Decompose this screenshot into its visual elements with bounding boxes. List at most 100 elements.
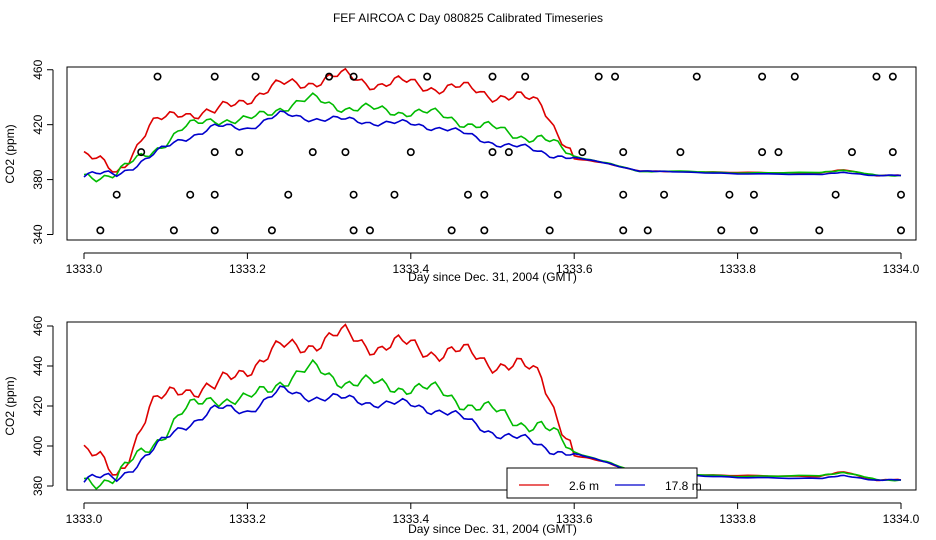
series-line-2 <box>83 385 902 483</box>
y-axis-label: CO2 (ppm) <box>3 124 17 183</box>
series-line-1 <box>83 92 902 183</box>
scatter-point <box>463 190 472 199</box>
scatter-point <box>349 190 358 199</box>
figure-title: FEF AIRCOA C Day 080825 Calibrated Times… <box>333 11 603 25</box>
y-tick-label: 460 <box>31 316 45 336</box>
top-panel: 1333.0 1333.2 1333.4 1333.6 1333.8 1334.0 Day … <box>3 59 920 284</box>
scatter-point <box>488 72 497 81</box>
scatter-point <box>749 226 758 235</box>
y-tick-label: 380 <box>31 169 45 189</box>
scatter-point <box>96 226 105 235</box>
scatter-point <box>660 190 669 199</box>
x-tick-label: 1334.0 <box>883 262 920 276</box>
scatter-point <box>717 226 726 235</box>
y-tick-label: 400 <box>31 436 45 456</box>
scatter-point <box>365 226 374 235</box>
scatter-point <box>112 190 121 199</box>
scatter-point <box>896 226 905 235</box>
scatter-point <box>137 148 146 157</box>
x-tick-label: 1333.8 <box>719 262 756 276</box>
scatter-point <box>504 148 513 157</box>
scatter-point <box>521 72 530 81</box>
plot-frame <box>66 321 917 491</box>
scatter-point <box>692 72 701 81</box>
scatter-point <box>676 148 685 157</box>
x-tick-label: 1333.2 <box>229 262 266 276</box>
scatter-point <box>847 148 856 157</box>
series-line-0 <box>83 323 902 482</box>
scatter-point <box>749 190 758 199</box>
scatter-point <box>169 226 178 235</box>
scatter-point <box>210 190 219 199</box>
scatter-point <box>758 72 767 81</box>
scatter-point <box>447 226 456 235</box>
scatter-point <box>423 72 432 81</box>
scatter-point <box>758 148 767 157</box>
y-tick-label: 420 <box>31 114 45 134</box>
scatter-point <box>619 190 628 199</box>
scatter-point <box>611 72 620 81</box>
bottom-panel: 1333.0 1333.2 1333.4 1333.6 1333.8 1334.0 Day … <box>3 316 920 536</box>
plot-frame <box>66 66 917 241</box>
series-line-2 <box>83 110 902 178</box>
scatter-point <box>545 226 554 235</box>
series-line-1 <box>83 358 902 490</box>
scatter-point <box>774 148 783 157</box>
x-tick-label: 1333.4 <box>392 512 429 526</box>
scatter-point <box>872 72 881 81</box>
legend-label: 17.8 m <box>665 479 702 493</box>
x-axis-label: Day since Dec. 31, 2004 (GMT) <box>408 270 577 284</box>
scatter-point <box>488 148 497 157</box>
scatter-point <box>325 72 334 81</box>
scatter-point <box>578 148 587 157</box>
scatter-point <box>210 226 219 235</box>
scatter-point <box>341 148 350 157</box>
legend-label: 2.6 m <box>569 479 599 493</box>
legend-box <box>506 467 698 499</box>
scatter-point <box>643 226 652 235</box>
x-axis-label: Day since Dec. 31, 2004 (GMT) <box>408 522 577 536</box>
scatter-point <box>831 190 840 199</box>
scatter-point <box>888 148 897 157</box>
scatter-point <box>553 190 562 199</box>
scatter-point <box>267 226 276 235</box>
scatter-point <box>284 190 293 199</box>
x-tick-label: 1333.6 <box>556 262 593 276</box>
y-tick-label: 340 <box>31 224 45 244</box>
scatter-point <box>619 148 628 157</box>
scatter-point <box>480 226 489 235</box>
scatter-point <box>594 72 603 81</box>
scatter-point <box>251 72 260 81</box>
scatter-point <box>390 190 399 199</box>
y-tick-label: 440 <box>31 356 45 376</box>
scatter-point <box>480 190 489 199</box>
scatter-point <box>896 190 905 199</box>
x-tick-label: 1333.0 <box>66 512 103 526</box>
scatter-point <box>725 190 734 199</box>
scatter-point <box>888 72 897 81</box>
scatter-point <box>308 148 317 157</box>
x-tick-label: 1333.2 <box>229 512 266 526</box>
scatter-point <box>349 72 358 81</box>
scatter-point <box>153 72 162 81</box>
scatter-point <box>186 190 195 199</box>
scatter-point <box>790 72 799 81</box>
scatter-point <box>406 148 415 157</box>
scatter-point <box>619 226 628 235</box>
x-tick-label: 1333.6 <box>556 512 593 526</box>
scatter-point <box>815 226 824 235</box>
scatter-point <box>235 148 244 157</box>
x-tick-label: 1333.4 <box>392 262 429 276</box>
y-tick-label: 460 <box>31 59 45 79</box>
scatter-point <box>349 226 358 235</box>
scatter-point <box>210 148 219 157</box>
x-tick-label: 1333.0 <box>66 262 103 276</box>
y-tick-label: 420 <box>31 396 45 416</box>
x-tick-label: 1333.8 <box>719 512 756 526</box>
scatter-point <box>210 72 219 81</box>
y-tick-label: 380 <box>31 476 45 496</box>
series-line-0 <box>83 67 902 177</box>
y-axis-label: CO2 (ppm) <box>3 376 17 435</box>
x-tick-label: 1334.0 <box>883 512 920 526</box>
